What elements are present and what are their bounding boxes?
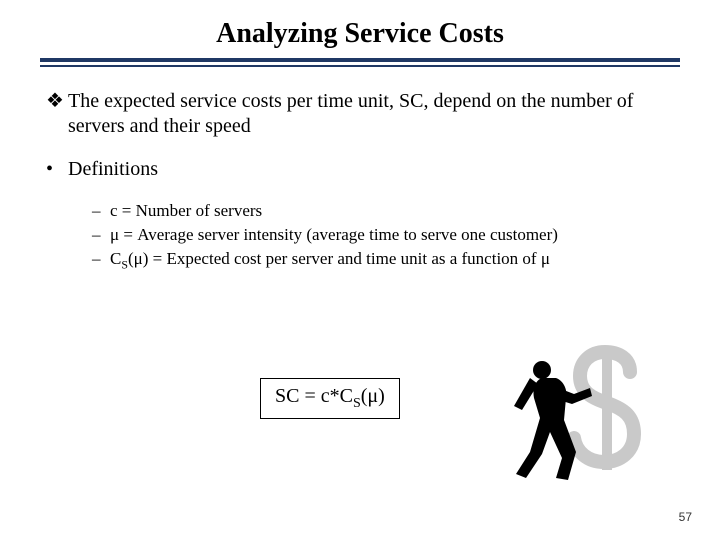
def3-pre: C (110, 249, 121, 268)
formula-post: (μ) (361, 385, 385, 407)
formula-container: SC = c*CS(μ) (260, 378, 400, 419)
slide: Analyzing Service Costs ❖ The expected s… (0, 0, 720, 540)
dollar-sign-icon (574, 350, 634, 470)
dash-bullet-icon: – (92, 225, 110, 245)
definition-mu: μ = Average server intensity (average ti… (110, 224, 674, 246)
slide-title: Analyzing Service Costs (0, 0, 720, 50)
definition-item: – CS(μ) = Expected cost per server and t… (92, 248, 674, 273)
diamond-bullet-icon: ❖ (46, 89, 68, 113)
page-number: 57 (679, 510, 692, 524)
dash-bullet-icon: – (92, 249, 110, 269)
definitions-label: Definitions (68, 157, 674, 182)
content-area: ❖ The expected service costs per time un… (0, 67, 720, 273)
thick-rule (40, 58, 680, 62)
person-pushing-dollar-icon (512, 340, 642, 480)
main-bullet: ❖ The expected service costs per time un… (46, 89, 674, 139)
definitions-bullet: • Definitions (46, 157, 674, 182)
title-underline (40, 58, 680, 67)
def3-sub: S (121, 258, 128, 272)
main-bullet-text: The expected service costs per time unit… (68, 89, 674, 139)
definition-item: – c = Number of servers (92, 200, 674, 222)
dash-bullet-icon: – (92, 201, 110, 221)
dot-bullet-icon: • (46, 157, 68, 181)
definition-c: c = Number of servers (110, 200, 674, 222)
def3-mid: (μ) = Expected cost per server and time … (128, 249, 550, 268)
definition-cs: CS(μ) = Expected cost per server and tim… (110, 248, 674, 273)
definition-list: – c = Number of servers – μ = Average se… (46, 200, 674, 273)
formula-sub: S (353, 396, 361, 411)
formula-box: SC = c*CS(μ) (260, 378, 400, 419)
definition-item: – μ = Average server intensity (average … (92, 224, 674, 246)
formula-pre: SC = c*C (275, 385, 353, 407)
